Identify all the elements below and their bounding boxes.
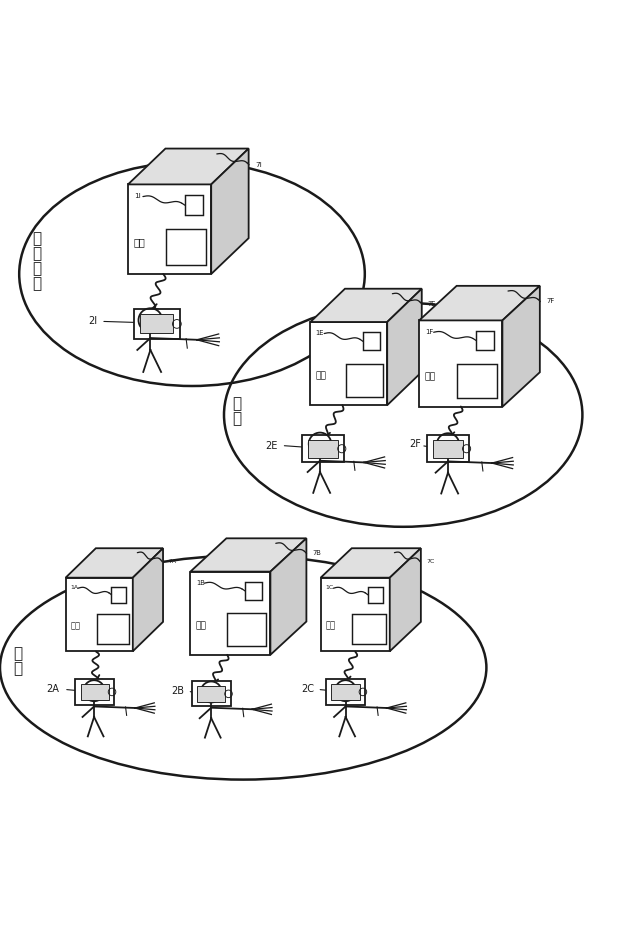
Polygon shape [197, 686, 225, 702]
Text: 2F: 2F [410, 439, 422, 449]
Text: 店舗: 店舗 [326, 621, 336, 630]
Polygon shape [353, 614, 386, 644]
Polygon shape [326, 679, 365, 705]
Polygon shape [191, 571, 270, 655]
Text: 1E: 1E [316, 330, 324, 336]
Polygon shape [81, 684, 109, 700]
Polygon shape [111, 586, 126, 603]
Polygon shape [66, 578, 133, 651]
Polygon shape [97, 614, 129, 644]
Polygon shape [419, 321, 502, 406]
Polygon shape [427, 435, 469, 462]
Text: 1I: 1I [134, 193, 141, 199]
Text: 1B: 1B [196, 580, 205, 586]
Text: 7E: 7E [428, 301, 436, 307]
Text: 新
宿: 新 宿 [13, 646, 22, 677]
Text: 7B: 7B [313, 550, 322, 556]
Text: 2B: 2B [172, 686, 184, 696]
Polygon shape [390, 548, 421, 651]
Text: 店舗: 店舗 [196, 622, 207, 630]
Text: 7C: 7C [426, 559, 435, 564]
Text: 2I: 2I [88, 316, 97, 326]
Text: 2A: 2A [47, 684, 60, 694]
Text: 7I: 7I [255, 161, 262, 168]
Polygon shape [476, 331, 494, 350]
Polygon shape [75, 679, 115, 705]
Polygon shape [140, 314, 173, 334]
Polygon shape [321, 548, 421, 578]
Text: 7A: 7A [168, 559, 177, 564]
Polygon shape [227, 613, 266, 647]
Polygon shape [308, 440, 339, 458]
Text: 田
棚
田
図: 田 棚 田 図 [33, 231, 42, 291]
Text: 店舗: 店舗 [70, 621, 80, 630]
Polygon shape [433, 440, 463, 458]
Polygon shape [387, 289, 422, 405]
Polygon shape [128, 148, 249, 185]
Polygon shape [128, 185, 211, 274]
Text: 2E: 2E [266, 441, 278, 450]
Polygon shape [502, 286, 540, 406]
Polygon shape [367, 586, 383, 603]
Text: 1A: 1A [70, 585, 79, 590]
Text: 7F: 7F [547, 298, 555, 305]
Text: 店舗: 店舗 [134, 238, 145, 248]
Text: 店舗: 店舗 [316, 372, 327, 380]
Text: 店舗: 店舗 [425, 372, 436, 381]
Polygon shape [191, 539, 307, 571]
Polygon shape [419, 286, 540, 321]
Polygon shape [244, 582, 262, 600]
Polygon shape [133, 548, 163, 651]
Polygon shape [346, 363, 383, 397]
Polygon shape [184, 195, 203, 215]
Polygon shape [166, 229, 206, 265]
Polygon shape [66, 548, 163, 578]
Polygon shape [211, 148, 249, 274]
Polygon shape [363, 332, 380, 350]
Text: 2C: 2C [301, 684, 314, 694]
Polygon shape [310, 322, 387, 405]
Polygon shape [134, 309, 180, 338]
Polygon shape [191, 681, 231, 706]
Polygon shape [302, 435, 344, 462]
Text: 1C: 1C [326, 585, 333, 590]
Text: 1F: 1F [425, 329, 433, 335]
Polygon shape [310, 289, 422, 322]
Polygon shape [332, 684, 360, 700]
Text: 銀
座: 銀 座 [232, 397, 241, 427]
Polygon shape [458, 363, 497, 398]
Polygon shape [270, 539, 307, 655]
Polygon shape [321, 578, 390, 651]
